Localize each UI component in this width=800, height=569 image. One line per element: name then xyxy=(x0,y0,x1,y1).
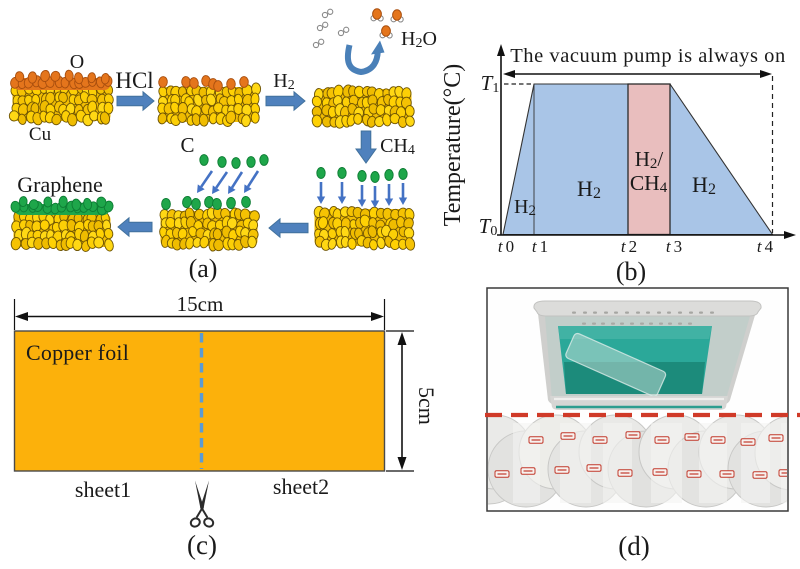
svg-text:HCl: HCl xyxy=(115,68,153,93)
svg-text:t3: t3 xyxy=(666,237,682,256)
svg-text:(b): (b) xyxy=(616,257,646,286)
svg-text:Temperature(°C): Temperature(°C) xyxy=(440,64,466,227)
svg-text:CH4: CH4 xyxy=(380,135,415,158)
svg-text:Copper foil: Copper foil xyxy=(26,340,129,365)
svg-text:(d): (d) xyxy=(618,531,649,561)
svg-text:H2/: H2/ xyxy=(635,147,664,172)
svg-text:5cm: 5cm xyxy=(414,387,439,425)
svg-text:(a): (a) xyxy=(189,254,218,283)
svg-text:T1: T1 xyxy=(481,71,500,96)
svg-text:H2O: H2O xyxy=(401,28,437,51)
svg-text:Graphene: Graphene xyxy=(17,172,103,197)
svg-text:sheet1: sheet1 xyxy=(75,477,131,502)
svg-text:T0: T0 xyxy=(479,214,498,239)
svg-text:t1: t1 xyxy=(532,237,548,256)
svg-text:sheet2: sheet2 xyxy=(273,474,329,499)
svg-text:15cm: 15cm xyxy=(177,292,224,316)
svg-text:t4: t4 xyxy=(757,237,774,256)
svg-text:O: O xyxy=(70,51,84,73)
svg-text:t2: t2 xyxy=(621,237,637,256)
svg-text:(c): (c) xyxy=(187,530,217,560)
svg-text:The vacuum pump is always on: The vacuum pump is always on xyxy=(510,45,786,67)
svg-text:C: C xyxy=(180,133,194,157)
svg-text:t0: t0 xyxy=(498,237,514,256)
svg-text:Cu: Cu xyxy=(29,124,52,145)
